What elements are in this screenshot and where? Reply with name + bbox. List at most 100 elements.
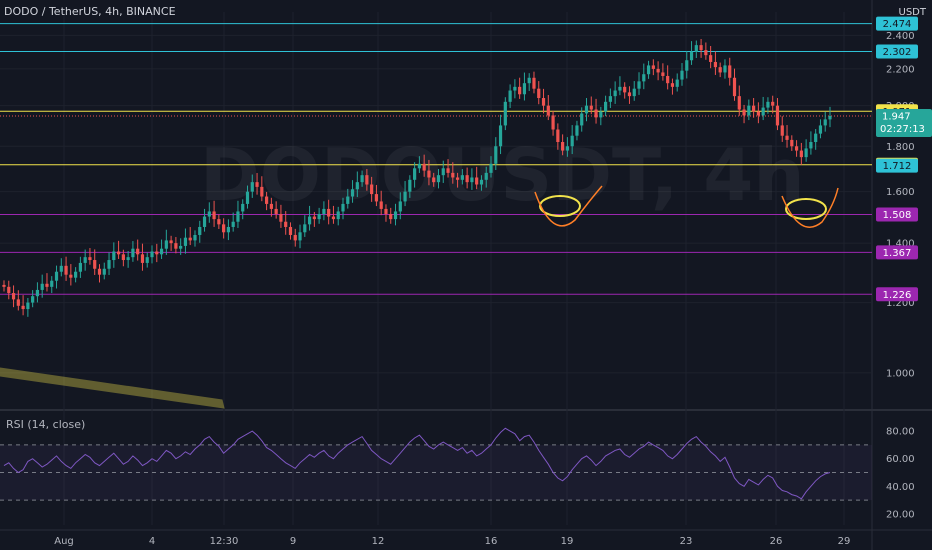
candle-body (627, 92, 632, 97)
bottom-ellipse-2 (785, 198, 827, 220)
candle-body (584, 105, 589, 114)
candle-body (226, 226, 231, 233)
candle-body (666, 75, 670, 84)
candle-body (455, 177, 460, 180)
candle-body (374, 194, 379, 202)
candle-body (503, 101, 507, 126)
candle-body (575, 125, 579, 136)
candle-body (642, 74, 646, 82)
candle-body (179, 245, 183, 249)
candle-body (713, 61, 718, 68)
candle-body (145, 257, 149, 263)
candle-body (384, 208, 388, 214)
candle-body (704, 50, 708, 56)
candle-body (522, 83, 527, 95)
price-labels: 2.4742.3021.9711.7161.7121.5081.3671.226… (876, 16, 932, 302)
candle-body (432, 177, 436, 183)
candle-body (303, 224, 307, 233)
candle-body (74, 271, 78, 278)
candle-body (188, 237, 192, 241)
price-levels (0, 23, 872, 295)
candle-body (537, 88, 541, 99)
candle-body (107, 260, 111, 269)
candle-body (532, 77, 536, 89)
cup-arc-1 (534, 185, 603, 227)
candle-body (651, 65, 655, 69)
time-tick-label: 19 (561, 536, 574, 547)
candle-body (350, 189, 355, 197)
current-price-label: 1.947 (882, 112, 911, 123)
price-tick-label: 2.400 (886, 31, 915, 42)
level-label-bg (876, 245, 918, 260)
candle-body (288, 226, 293, 235)
candles (2, 39, 832, 317)
candle-body (780, 125, 784, 136)
candle-body (785, 135, 789, 140)
candle-body (131, 248, 135, 258)
candle-body (646, 65, 651, 75)
candle-body (389, 213, 393, 220)
candle-body (494, 146, 498, 164)
candle-body (269, 203, 273, 209)
candle-body (479, 179, 484, 185)
candle-body (35, 289, 40, 297)
candle-body (498, 125, 503, 147)
candle-body (183, 237, 188, 246)
candle-body (164, 240, 168, 249)
candle-body (379, 201, 383, 209)
price-tick-label: 1.000 (886, 368, 915, 379)
candle-body (589, 105, 593, 110)
candle-body (561, 142, 565, 151)
candle-body (45, 283, 49, 287)
candle-body (408, 179, 412, 192)
axes: 1.0001.2001.4001.6001.8002.0002.2002.400… (54, 31, 914, 547)
candle-body (341, 203, 345, 212)
candle-body (207, 211, 211, 217)
candle-body (565, 146, 569, 151)
candle-body (7, 286, 11, 294)
candle-body (828, 116, 832, 120)
level-label: 1.712 (883, 161, 912, 172)
candle-body (150, 251, 154, 258)
candle-body (541, 98, 546, 106)
candle-body (393, 211, 398, 220)
candle-body (217, 219, 221, 225)
level-label: 1.367 (883, 248, 912, 259)
candle-body (613, 90, 617, 97)
rsi-tick-label: 40.00 (886, 482, 915, 493)
candle-body (245, 191, 250, 204)
candle-body (16, 299, 20, 306)
candle-body (823, 119, 827, 126)
candle-body (518, 86, 522, 95)
candle-body (618, 86, 622, 91)
candle-body (637, 81, 641, 89)
candle-body (747, 105, 751, 116)
candle-body (818, 125, 823, 134)
unit-label: USDT (898, 7, 926, 18)
candle-body (121, 254, 125, 261)
level-label: 1.226 (883, 290, 912, 301)
candle-body (451, 172, 455, 178)
candle-body (169, 240, 173, 244)
time-tick-label: 16 (485, 536, 498, 547)
candle-body (50, 280, 54, 287)
time-tick-label: 12 (372, 536, 385, 547)
annotations (0, 185, 839, 409)
candle-body (236, 211, 240, 222)
candle-body (403, 191, 407, 202)
rsi-line (3, 427, 831, 500)
candle-body (551, 115, 555, 130)
candle-body (699, 45, 703, 51)
rsi-tick-label: 60.00 (886, 454, 915, 465)
candle-body (78, 262, 82, 272)
candle-body (546, 105, 550, 116)
candle-body (193, 234, 197, 241)
time-tick-label: 29 (838, 536, 851, 547)
candle-body (775, 105, 780, 126)
current-price-bg (876, 109, 932, 138)
level-label: 2.302 (883, 47, 912, 58)
candle-body (728, 65, 732, 78)
candle-body (804, 148, 808, 158)
